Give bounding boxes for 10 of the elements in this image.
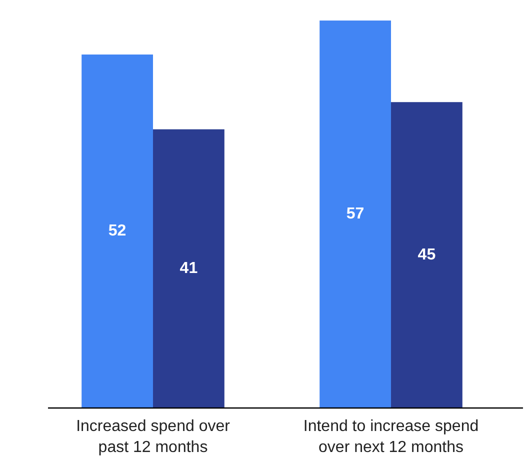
data-label: 52 (108, 222, 126, 240)
bar (320, 20, 391, 408)
bar (82, 54, 153, 408)
bar (391, 102, 462, 408)
bar (153, 129, 224, 408)
data-label: 45 (418, 246, 436, 264)
x-tick-label: Intend to increase spend over next 12 months (303, 418, 479, 456)
x-tick-label: Increased spend over past 12 months (76, 418, 231, 456)
data-label: 41 (180, 260, 198, 277)
data-label: 57 (346, 205, 364, 222)
